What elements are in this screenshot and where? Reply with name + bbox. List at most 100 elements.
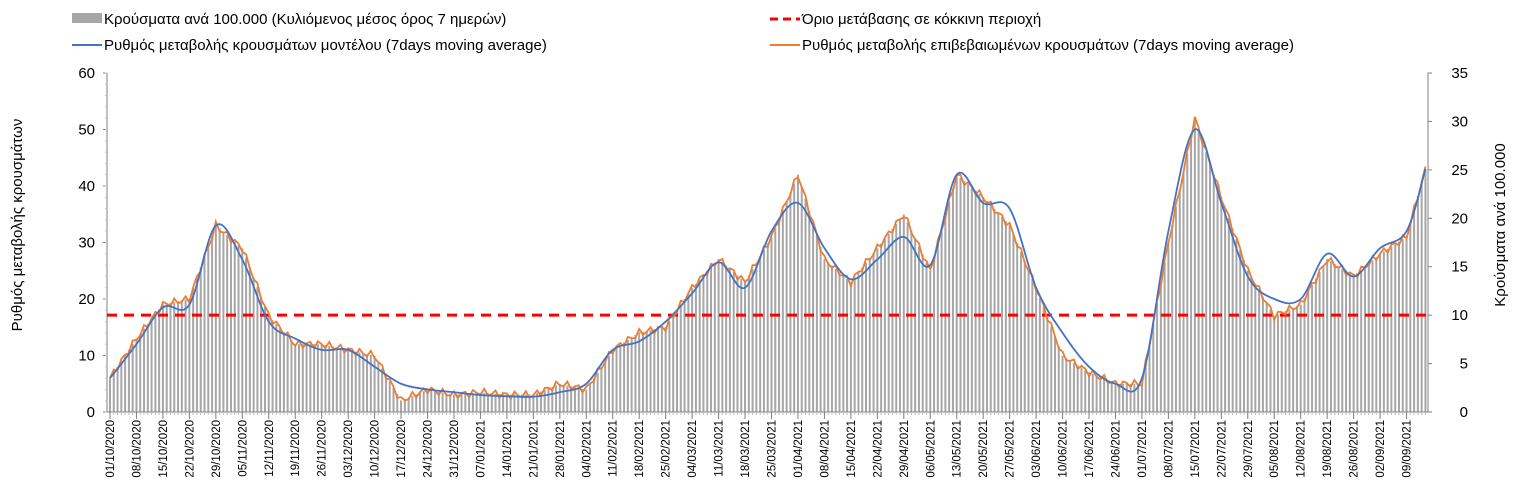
bar xyxy=(985,200,988,412)
bar xyxy=(600,367,603,412)
right-tick-label: 5 xyxy=(1460,356,1468,373)
bar xyxy=(407,397,410,412)
bar xyxy=(997,213,1000,412)
bar xyxy=(1409,223,1412,412)
bar xyxy=(316,344,319,412)
bar xyxy=(1224,207,1227,412)
bar xyxy=(1284,311,1287,412)
bar xyxy=(872,253,875,412)
x-tick-label: 08/04/2021 xyxy=(819,420,831,478)
bar xyxy=(592,378,595,412)
bar xyxy=(358,352,361,412)
bar xyxy=(271,320,274,412)
bar xyxy=(1326,258,1329,412)
right-tick-label: 10 xyxy=(1451,307,1468,324)
bar xyxy=(1390,246,1393,412)
x-tick-label: 05/08/2021 xyxy=(1269,420,1281,478)
legend-label-confirmed: Ρυθμός μεταβολής επιβεβαιωμένων κρουσμάτ… xyxy=(802,37,1294,54)
bar xyxy=(551,386,554,412)
bar xyxy=(539,391,542,412)
x-tick-label: 08/07/2021 xyxy=(1163,420,1175,478)
bar xyxy=(1208,163,1211,412)
bar xyxy=(392,387,395,412)
bar xyxy=(188,298,191,412)
bar xyxy=(899,219,902,412)
bar xyxy=(1065,358,1068,412)
bar xyxy=(279,328,282,412)
bar xyxy=(1314,278,1317,412)
bar xyxy=(384,374,387,412)
bar xyxy=(581,388,584,412)
bar xyxy=(1299,304,1302,412)
axes xyxy=(106,73,1429,415)
bar xyxy=(751,269,754,412)
bar xyxy=(1038,297,1041,412)
bar xyxy=(1413,209,1416,412)
bar xyxy=(959,177,962,412)
bar xyxy=(1371,260,1374,412)
bar xyxy=(373,355,376,412)
bar xyxy=(830,265,833,412)
bar xyxy=(434,391,437,412)
bar xyxy=(570,386,573,412)
bar xyxy=(1054,336,1056,412)
bar xyxy=(290,340,293,412)
bar xyxy=(437,391,440,412)
left-tick-label: 50 xyxy=(78,122,95,139)
bar xyxy=(849,282,852,412)
bar xyxy=(222,231,225,412)
bar xyxy=(989,205,992,412)
bar xyxy=(1303,297,1306,412)
bar xyxy=(566,385,569,412)
bar xyxy=(641,331,644,412)
bar xyxy=(143,328,146,412)
bar xyxy=(914,238,917,412)
bar xyxy=(116,366,119,412)
bar xyxy=(880,243,883,412)
bar xyxy=(298,344,300,412)
bar xyxy=(1031,279,1034,412)
bar xyxy=(762,249,765,412)
bar xyxy=(479,392,482,412)
bar xyxy=(1088,372,1091,412)
bar xyxy=(1280,312,1283,412)
bar xyxy=(755,262,758,412)
bar xyxy=(381,368,384,412)
bar xyxy=(237,244,240,412)
bar xyxy=(1012,234,1015,412)
bar xyxy=(1144,363,1147,412)
bar xyxy=(388,381,391,412)
x-tick-label: 19/08/2021 xyxy=(1322,420,1334,478)
bar xyxy=(471,393,474,412)
bar xyxy=(1295,306,1298,412)
bar xyxy=(1341,268,1344,412)
bar xyxy=(146,323,149,412)
x-tick-label: 19/11/2020 xyxy=(290,420,302,477)
bar xyxy=(1250,277,1253,412)
bar xyxy=(339,348,342,412)
bar xyxy=(169,302,172,412)
x-tick-label: 02/09/2021 xyxy=(1375,420,1387,478)
x-tick-label: 22/10/2020 xyxy=(184,420,196,478)
x-tick-label: 29/04/2021 xyxy=(899,420,911,478)
right-tick-label: 35 xyxy=(1451,65,1468,82)
bar xyxy=(158,309,161,412)
left-tick-label: 30 xyxy=(78,235,95,252)
bar xyxy=(1269,309,1272,412)
bar xyxy=(921,254,924,412)
bar xyxy=(150,319,153,412)
bar xyxy=(558,383,561,412)
bar xyxy=(509,394,512,412)
bar xyxy=(366,354,369,412)
bar xyxy=(993,209,996,412)
bar xyxy=(883,238,886,412)
bar xyxy=(585,389,588,412)
bar xyxy=(131,344,134,412)
bar xyxy=(502,394,505,412)
x-tick-label: 13/05/2021 xyxy=(952,420,964,478)
bar xyxy=(967,184,970,412)
bar xyxy=(494,393,497,412)
bar xyxy=(1424,168,1427,412)
bar xyxy=(1227,218,1230,412)
bar xyxy=(1042,307,1045,412)
